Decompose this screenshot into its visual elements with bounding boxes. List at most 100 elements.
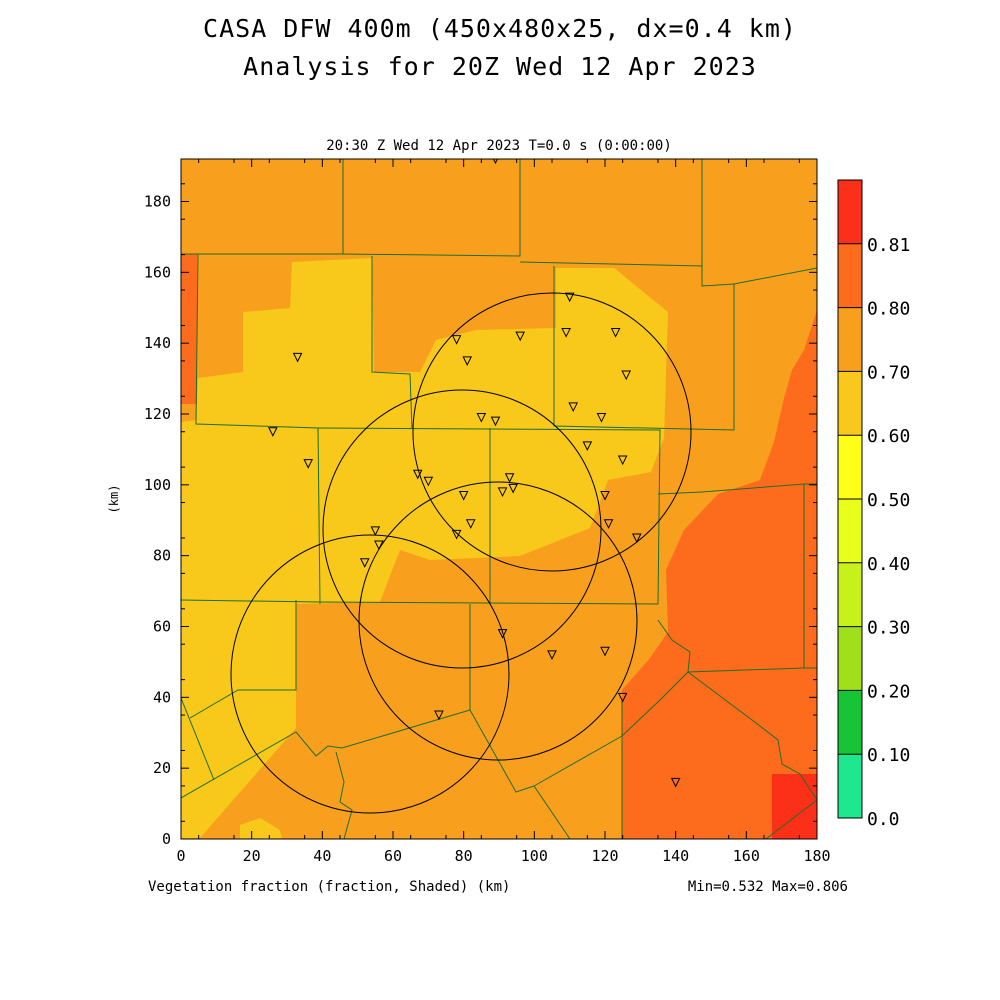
y-tick-label: 160 [144,263,171,281]
colorbar-swatch-0 [838,754,862,818]
colorbar-level-label: 0.10 [867,745,910,766]
station-marker-30 [497,629,508,639]
x-tick-label: 80 [455,847,473,865]
y-tick-label: 40 [153,688,171,706]
station-marker-31 [547,650,557,660]
y-tick-label: 20 [153,759,171,777]
station-marker-18 [504,473,515,483]
station-marker-35 [670,777,681,788]
title-line1: CASA DFW 400m (450x480x25, dx=0.4 km) [203,14,797,43]
station-marker-6 [561,328,571,338]
station-marker-4 [462,356,473,366]
colorbar-level-label: 0.70 [867,362,910,383]
station-marker-13 [490,416,501,427]
station-marker-22 [600,490,610,501]
colorbar-swatch-5 [838,435,862,499]
station-marker-9 [621,370,632,381]
station-marker-15 [617,455,628,466]
shade-070-080-east [622,262,817,839]
station-marker-12 [476,413,487,423]
colorbar-swatch-2 [838,626,862,691]
x-tick-label: 140 [662,847,689,865]
colorbar-level-label: 0.60 [867,426,910,447]
colorbar: 0.0 0.10 0.20 0.30 0.40 0.50 0.60 0.70 0.80 0.81 [837,179,910,830]
vegetation-field [181,159,817,839]
station-marker-32 [600,646,610,657]
title-line2: Analysis for 20Z Wed 12 Apr 2023 [243,52,757,81]
station-marker-16 [412,469,423,480]
y-tick-label: 140 [144,334,171,352]
shade-050-060-north [181,258,668,744]
station-marker-1 [268,427,278,437]
station-marker-33 [617,692,628,703]
x-tick-label: 180 [803,847,830,865]
colorbar-swatch-4 [838,499,862,563]
x-tick-label: 40 [313,847,331,865]
time-label: 20:30 Z Wed 12 Apr 2023 T=0.0 s (0:00:00… [326,138,672,154]
colorbar-frame [837,179,863,819]
shade-050-060-se-strip [240,818,282,839]
station-marker-25 [603,519,614,529]
radar-ring-2 [322,389,602,669]
shade-080-081-southeast [772,774,817,839]
station-marker-11 [596,413,607,423]
y-tick-label: 180 [144,193,171,211]
colorbar-swatch-3 [838,562,862,627]
colorbar-level-label: 0.40 [867,554,910,575]
x-tick-label: 20 [243,847,261,865]
colorbar-level-label: 0.50 [867,490,910,511]
station-marker-29 [359,558,370,568]
radar-ring-1 [412,292,692,572]
x-tick-label: 60 [384,847,402,865]
station-marker-19 [497,487,508,498]
station-marker-10 [568,402,579,413]
station-marker-5 [515,331,526,342]
county-boundaries [181,159,817,839]
station-marker-14 [582,441,593,451]
plot-frame [180,158,818,840]
min-max-label: Min=0.532 Max=0.806 [688,879,848,895]
y-tick-label: 80 [153,547,171,565]
station-marker-28 [374,540,384,551]
colorbar-level-label: 0.30 [867,618,910,639]
station-marker-24 [451,529,462,540]
colorbar-swatch-7 [838,307,862,372]
station-marker-2 [303,459,314,469]
colorbar-swatch-8 [838,243,862,308]
colorbar-level-label: 0.20 [867,681,910,702]
station-marker-20 [508,483,518,494]
y-tick-label: 60 [153,618,171,636]
x-tick-label: 160 [733,847,760,865]
station-markers [268,159,681,788]
x-tick-label: 120 [591,847,618,865]
station-marker-3 [451,335,462,345]
y-tick-label: 0 [162,830,171,848]
colorbar-swatch-9 [838,180,862,244]
station-marker-7 [564,292,575,303]
radar-ring-3 [358,481,638,761]
station-marker-27 [370,526,381,536]
radar-ring-4 [230,534,510,814]
shade-050-060-south [181,690,296,838]
x-axis-label: Vegetation fraction (fraction, Shaded) (… [148,879,510,895]
colorbar-level-label: 0.81 [867,235,910,256]
station-marker-17 [423,476,434,487]
y-tick-label: 120 [144,405,171,423]
station-marker-21 [458,490,469,501]
colorbar-level-label: 0.0 [867,809,900,830]
colorbar-level-label: 0.80 [867,299,910,320]
y-tick-label: 100 [144,476,171,494]
colorbar-swatch-6 [838,371,862,436]
station-marker-26 [631,533,642,544]
y-axis-label: (km) [107,485,121,514]
x-tick-label: 0 [176,847,185,865]
station-marker-8 [610,328,621,338]
axes: 0 20 40 60 80 100 120 140 160 180 0 20 40 60 80 100 120 1… [144,159,831,865]
x-tick-label: 100 [521,847,548,865]
station-marker-34 [434,710,444,721]
shade-070-080-west-edge [181,254,197,404]
radar-range-circles [230,292,692,814]
station-marker-0 [292,352,303,363]
station-marker-23 [465,519,476,529]
